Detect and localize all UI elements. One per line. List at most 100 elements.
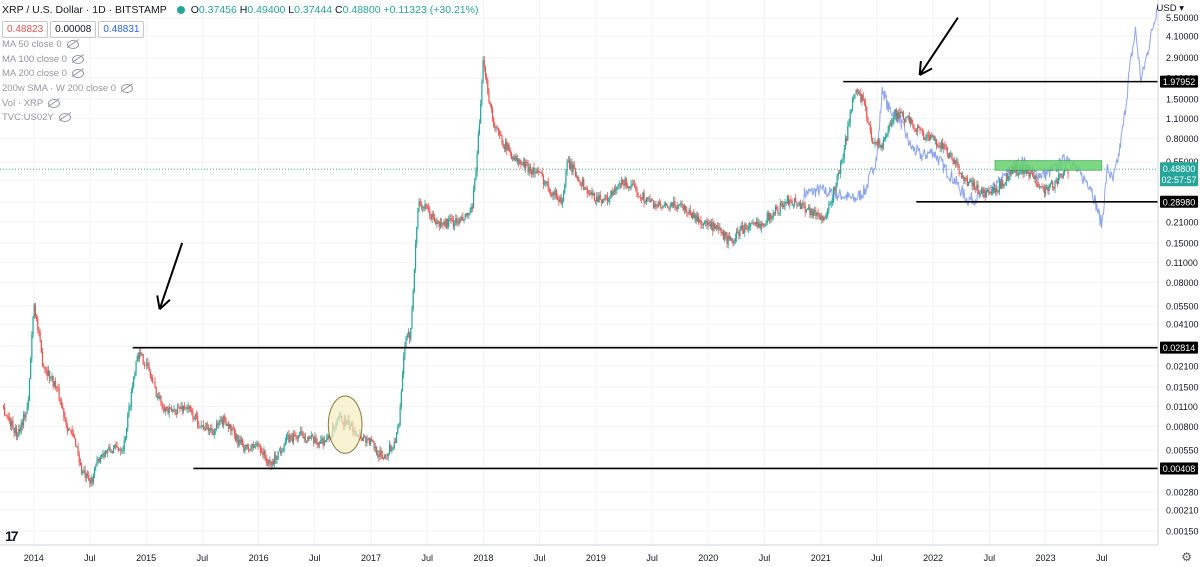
candle-body	[127, 414, 129, 429]
candle-body	[517, 158, 520, 164]
candle-body	[660, 202, 662, 207]
candle-body	[407, 332, 410, 335]
candle-body	[738, 232, 740, 236]
hidden-eye-icon[interactable]	[48, 99, 61, 108]
candle-body	[206, 423, 208, 425]
candle-body	[234, 433, 237, 441]
candle-body	[526, 161, 528, 163]
candle-body	[981, 188, 983, 194]
spread-value: 0.00008	[50, 21, 97, 38]
indicator-ma100[interactable]: MA 100 close 0	[2, 54, 84, 65]
candle-body	[919, 127, 921, 130]
candle-body	[58, 387, 60, 401]
indicator-ma200[interactable]: MA 200 close 0	[2, 68, 84, 79]
candle-body	[4, 407, 6, 416]
level-price-tag	[1160, 75, 1198, 88]
candle-body	[835, 185, 837, 191]
candle-body	[218, 421, 220, 426]
hidden-eye-icon[interactable]	[71, 69, 84, 78]
candle-body	[28, 379, 31, 401]
y-tick-label: 0.00210	[1166, 505, 1199, 515]
currency-selector[interactable]: USD ▾	[1156, 3, 1184, 14]
candle-body	[612, 191, 614, 196]
candle-body	[846, 138, 848, 141]
current-price-text: 0.48800	[1163, 164, 1196, 174]
candle-body	[564, 184, 566, 193]
level-price-text: 0.28980	[1163, 197, 1196, 207]
candle-body	[445, 219, 447, 227]
hidden-eye-icon[interactable]	[121, 84, 134, 93]
sell-button[interactable]: 0.48823	[2, 21, 49, 38]
candle-body	[369, 438, 372, 445]
candle-body	[253, 446, 256, 448]
indicator-us02y[interactable]: TVC:US02Y	[2, 112, 71, 123]
candle-body	[420, 205, 423, 208]
hidden-eye-icon[interactable]	[66, 40, 79, 49]
candle-body	[900, 111, 902, 114]
candle-body	[431, 213, 433, 219]
candle-body	[822, 216, 824, 221]
y-tick-label: 0.11000	[1166, 258, 1198, 268]
candle-body	[887, 130, 889, 135]
candle-body	[737, 231, 739, 233]
candle-body	[921, 130, 923, 133]
overlay-series	[803, 6, 1159, 228]
candle-body	[423, 206, 425, 209]
candle-body	[482, 60, 484, 84]
hidden-eye-icon[interactable]	[58, 113, 71, 122]
indicator-ma50[interactable]: MA 50 close 0	[2, 39, 79, 50]
candle-body	[390, 445, 392, 452]
candle-body	[702, 223, 704, 226]
candle-body	[694, 214, 696, 219]
candle-body	[628, 186, 630, 188]
candle-body	[230, 424, 232, 431]
candle-body	[472, 189, 475, 209]
candle-body	[611, 190, 613, 196]
candle-body	[863, 100, 865, 103]
candle-body	[269, 459, 271, 465]
candle-body	[918, 126, 920, 128]
candle-body	[946, 146, 948, 155]
candle-body	[102, 453, 104, 455]
indicator-volume[interactable]: Vol · XRP	[2, 98, 61, 109]
candle-body	[540, 172, 542, 173]
candle-body	[652, 200, 655, 208]
candle-body	[187, 406, 189, 409]
candle-body	[583, 179, 585, 190]
candle-body	[566, 161, 568, 171]
candle-body	[322, 438, 324, 446]
candle-body	[697, 216, 700, 223]
buy-button[interactable]: 0.48831	[98, 21, 145, 38]
candle-body	[701, 224, 703, 226]
candle-body	[776, 206, 778, 209]
candle-body	[457, 222, 459, 224]
candle-body	[895, 109, 897, 119]
symbol-title[interactable]: XRP / U.S. Dollar · 1D · BITSTAMP	[2, 4, 167, 16]
candle-body	[597, 196, 599, 203]
time-axis[interactable]: 2014 Jul 2015 Jul 2016 Jul 2017 Jul 2018 Jul 2019 J…	[0, 544, 1158, 563]
candle-body	[197, 415, 199, 425]
candle-body	[825, 216, 828, 219]
candle-body	[579, 181, 581, 186]
candle-body	[668, 208, 670, 209]
candle-body	[469, 211, 471, 215]
hidden-eye-icon[interactable]	[71, 55, 84, 64]
candle-body	[675, 207, 677, 208]
candle-body	[561, 200, 563, 204]
indicator-200w-sma[interactable]: 200w SMA · W 200 close 0	[2, 83, 134, 94]
gear-icon[interactable]: ⚙	[1181, 550, 1192, 564]
candle-body	[874, 142, 876, 144]
current-price-tag	[1160, 162, 1198, 187]
candle-body	[751, 223, 753, 224]
candle-body	[924, 137, 926, 141]
candle-body	[109, 447, 111, 452]
candle-body	[954, 159, 957, 164]
candle-body	[969, 180, 971, 183]
candle-body	[205, 423, 207, 430]
tradingview-logo[interactable]: 17	[5, 528, 19, 544]
candle-body	[952, 159, 954, 164]
candle-body	[1043, 186, 1045, 194]
candle-body	[541, 172, 543, 177]
candle-body	[1026, 169, 1028, 174]
